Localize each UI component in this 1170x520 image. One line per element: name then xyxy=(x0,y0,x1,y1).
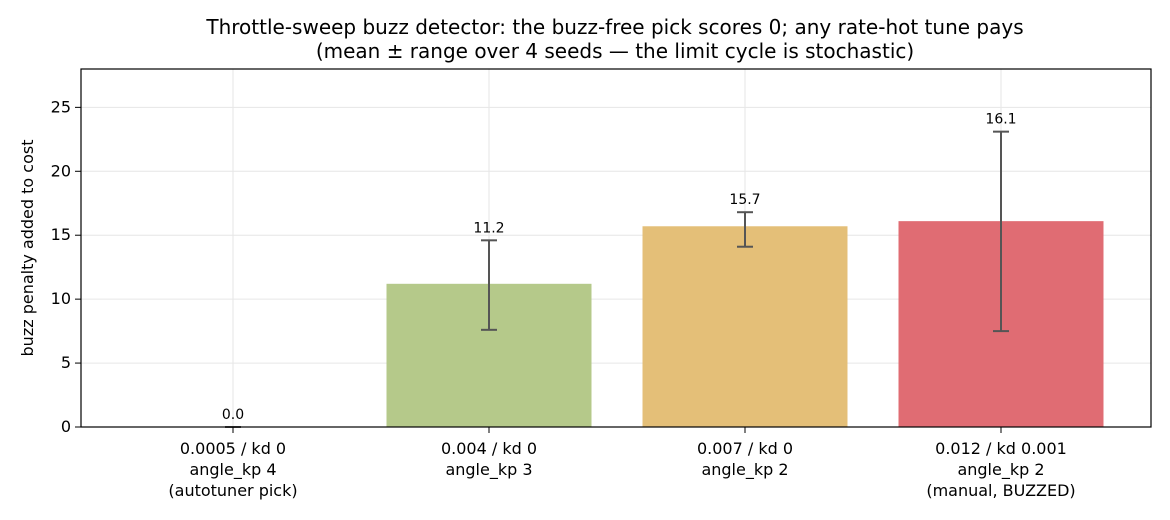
y-tick-label: 5 xyxy=(61,353,71,372)
x-tick-label: 0.004 / kd 0 xyxy=(441,439,537,458)
x-axis: 0.0005 / kd 0 angle_kp 4(autotuner pick) 0… xyxy=(168,427,1076,500)
data-labels: 0.0 11.2 15.7 16.1 xyxy=(222,112,1017,423)
data-label: 15.7 xyxy=(729,192,760,208)
y-axis-label: buzz penalty added to cost xyxy=(18,140,37,357)
y-axis: 0 5 10 15 20 25 xyxy=(51,97,81,436)
x-tick-label: (manual, BUZZED) xyxy=(926,481,1075,500)
y-tick-label: 10 xyxy=(51,289,71,308)
plot-frame xyxy=(80,68,1152,428)
error-bars xyxy=(225,130,1009,428)
bar xyxy=(642,226,848,427)
bars xyxy=(386,221,1104,427)
data-label: 0.0 xyxy=(222,407,244,423)
data-label: 11.2 xyxy=(473,220,504,236)
y-tick-label: 20 xyxy=(51,161,71,180)
y-tick-label: 25 xyxy=(51,97,71,116)
y-tick-label: 15 xyxy=(51,225,71,244)
x-tick-label: angle_kp 4 xyxy=(189,460,276,480)
x-tick-label: (autotuner pick) xyxy=(168,481,297,500)
chart-title: Throttle-sweep buzz detector: the buzz-f… xyxy=(205,15,1023,39)
x-tick-label: 0.012 / kd 0.001 xyxy=(935,439,1067,458)
data-label: 16.1 xyxy=(985,112,1016,128)
x-tick-label: 0.0005 / kd 0 xyxy=(180,439,286,458)
x-tick-label: angle_kp 3 xyxy=(445,460,532,480)
x-tick-label: 0.007 / kd 0 xyxy=(697,439,793,458)
y-tick-label: 0 xyxy=(61,417,71,436)
x-tick-label: angle_kp 2 xyxy=(957,460,1044,480)
chart-subtitle: (mean ± range over 4 seeds — the limit c… xyxy=(316,39,914,63)
x-tick-label: angle_kp 2 xyxy=(701,460,788,480)
